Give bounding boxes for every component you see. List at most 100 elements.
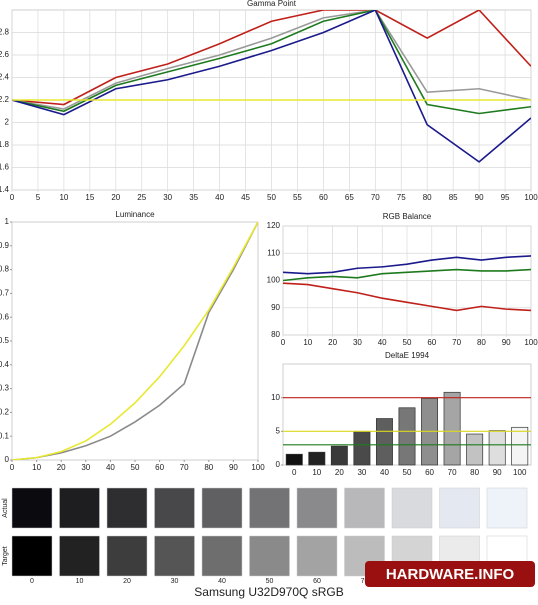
x-tick-label: 0 — [10, 193, 15, 202]
x-tick-label: 90 — [502, 338, 511, 347]
row-label: Target — [2, 546, 9, 566]
swatch — [486, 487, 528, 529]
x-tick-label: 70 — [452, 338, 461, 347]
x-tick-label: 20 — [335, 468, 344, 477]
logo: HARDWARE.INFO — [386, 566, 515, 583]
x-tick-label: 75 — [397, 193, 406, 202]
swatch-label: 30 — [171, 578, 179, 585]
x-tick-label: 90 — [229, 463, 238, 472]
x-tick-label: 10 — [32, 463, 41, 472]
y-tick-label: 2.2 — [0, 95, 10, 104]
x-tick-label: 100 — [251, 463, 265, 472]
swatch — [296, 487, 338, 529]
caption: Samsung U32D970Q sRGB — [194, 585, 343, 599]
x-tick-label: 70 — [180, 463, 189, 472]
x-tick-label: 15 — [85, 193, 94, 202]
x-tick-label: 35 — [189, 193, 198, 202]
swatch-label: 10 — [76, 578, 84, 585]
x-tick-label: 30 — [81, 463, 90, 472]
x-tick-label: 60 — [427, 338, 436, 347]
x-tick-label: 40 — [378, 338, 387, 347]
y-tick-label: 0 — [5, 455, 10, 464]
swatch — [439, 487, 480, 529]
series-line — [12, 10, 531, 163]
y-tick-label: 80 — [271, 330, 280, 339]
swatch-label: 60 — [313, 578, 321, 585]
y-tick-label: 1.8 — [0, 140, 10, 149]
x-tick-label: 100 — [513, 468, 527, 477]
x-tick-label: 40 — [215, 193, 224, 202]
x-tick-label: 50 — [403, 338, 412, 347]
x-tick-label: 80 — [477, 338, 486, 347]
swatch — [106, 487, 148, 529]
x-tick-label: 60 — [155, 463, 164, 472]
x-tick-label: 30 — [357, 468, 366, 477]
swatch — [296, 535, 338, 577]
x-tick-label: 50 — [267, 193, 276, 202]
y-tick-label: 0 — [276, 460, 281, 469]
y-tick-label: 0.8 — [0, 265, 10, 274]
y-tick-label: 2 — [5, 118, 10, 127]
x-tick-label: 70 — [371, 193, 380, 202]
swatch — [11, 535, 53, 577]
y-tick-label: 0.4 — [0, 360, 10, 369]
swatch-label: 40 — [218, 578, 226, 585]
y-tick-label: 2.4 — [0, 73, 10, 82]
x-tick-label: 20 — [328, 338, 337, 347]
swatch — [106, 535, 148, 577]
bar — [353, 430, 371, 466]
swatch — [391, 487, 433, 529]
y-tick-label: 90 — [271, 303, 280, 312]
x-tick-label: 40 — [106, 463, 115, 472]
series-line — [12, 222, 258, 460]
y-tick-label: 110 — [267, 248, 280, 257]
series-line — [283, 282, 531, 312]
y-tick-label: 2.6 — [0, 50, 10, 59]
y-tick-label: 1.6 — [0, 163, 10, 172]
bar — [308, 451, 326, 466]
series-line — [12, 222, 258, 460]
bar — [488, 430, 506, 466]
chart-title: Gamma Point — [247, 0, 297, 8]
series-line — [12, 10, 531, 106]
swatch — [201, 535, 243, 577]
x-tick-label: 20 — [57, 463, 66, 472]
series-line — [12, 10, 531, 110]
x-tick-label: 10 — [312, 468, 321, 477]
y-tick-label: 0.7 — [0, 289, 10, 298]
swatch — [59, 535, 100, 577]
swatch — [249, 487, 290, 529]
bar — [466, 433, 484, 466]
x-tick-label: 40 — [380, 468, 389, 477]
x-tick-label: 65 — [345, 193, 354, 202]
bar — [375, 418, 393, 466]
bar — [285, 453, 303, 466]
x-tick-label: 45 — [241, 193, 250, 202]
y-tick-label: 0.2 — [0, 408, 10, 417]
x-tick-label: 0 — [281, 338, 286, 347]
logo-box — [365, 561, 535, 587]
plot-area — [11, 221, 259, 461]
x-tick-label: 0 — [10, 463, 15, 472]
swatch — [11, 487, 53, 529]
series-line — [12, 10, 531, 115]
x-tick-label: 60 — [425, 468, 434, 477]
bar — [511, 426, 529, 466]
swatch — [201, 487, 243, 529]
x-tick-label: 55 — [293, 193, 302, 202]
x-tick-label: 100 — [524, 193, 538, 202]
x-tick-label: 80 — [204, 463, 213, 472]
y-tick-label: 0.3 — [0, 384, 10, 393]
chart-title: DeltaE 1994 — [385, 351, 430, 360]
bar — [443, 391, 461, 466]
x-tick-label: 0 — [292, 468, 297, 477]
y-tick-label: 5 — [276, 426, 281, 435]
x-tick-label: 90 — [493, 468, 502, 477]
y-tick-label: 2.8 — [0, 28, 10, 37]
swatch — [154, 535, 195, 577]
y-tick-label: 0.1 — [0, 431, 10, 440]
swatch — [59, 487, 100, 529]
y-tick-label: 100 — [267, 276, 281, 285]
